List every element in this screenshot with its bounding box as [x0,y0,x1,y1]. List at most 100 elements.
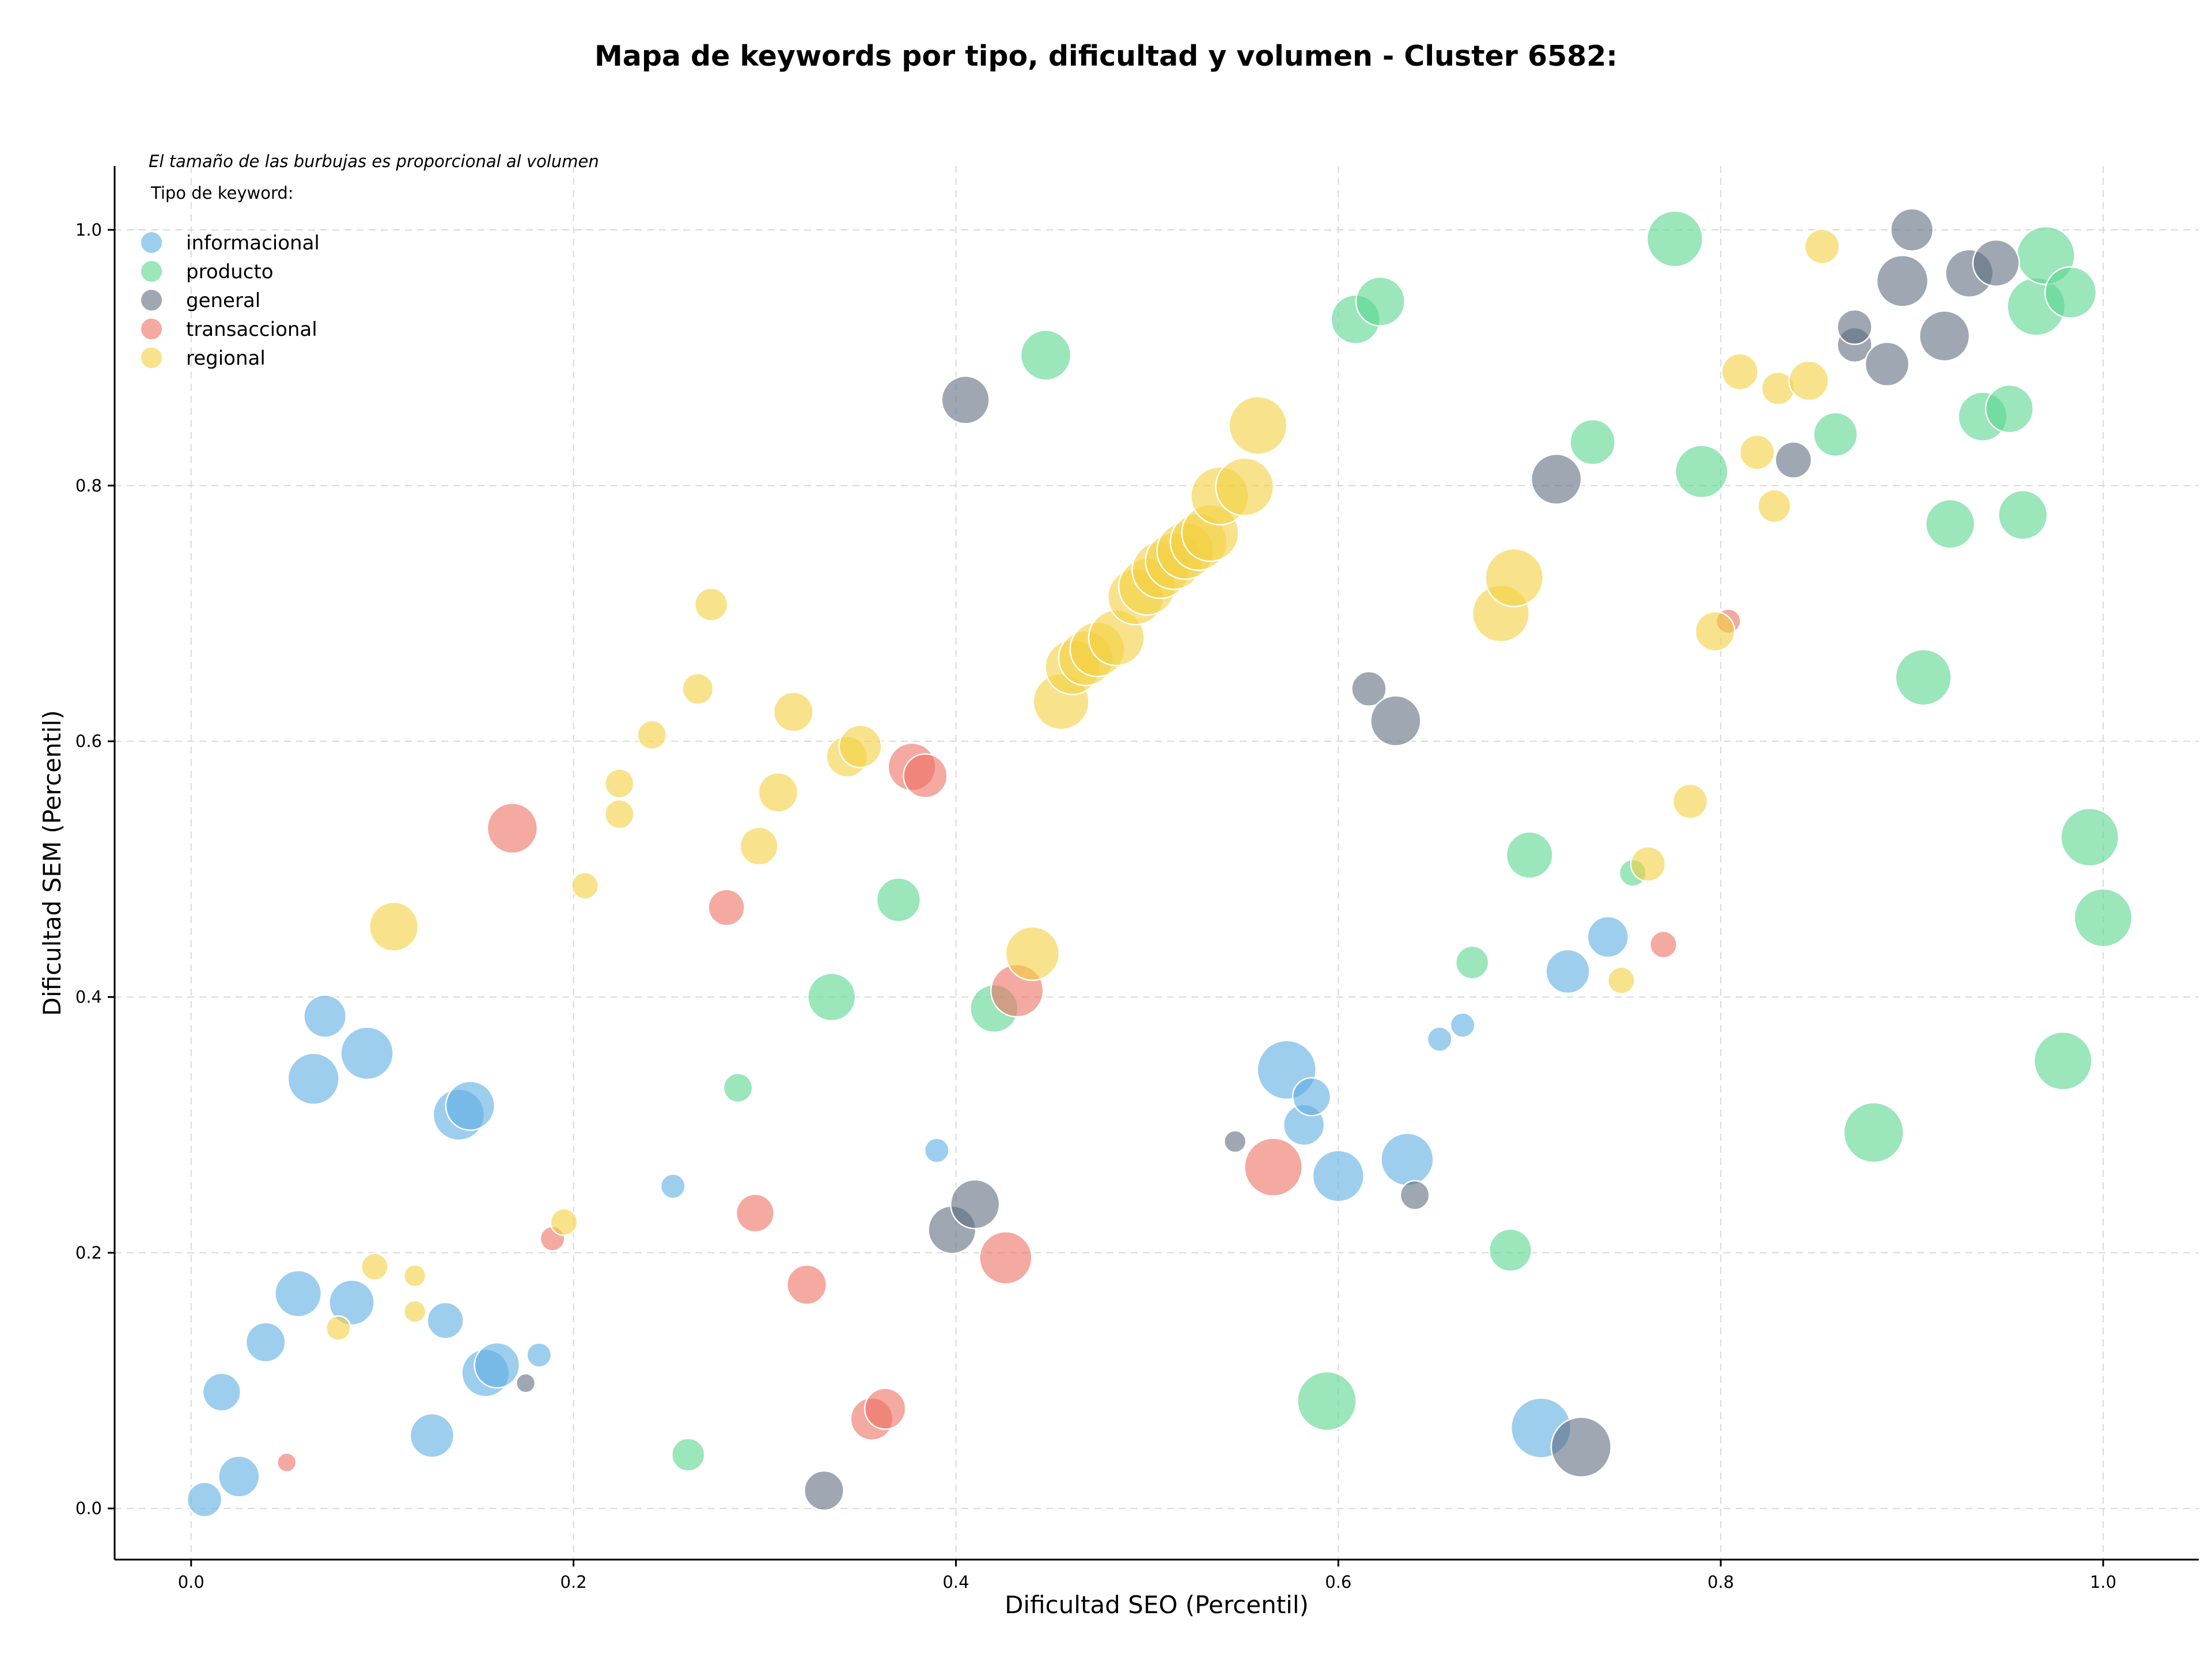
chart-subtitle: El tamaño de las burbujas es proporciona… [149,152,599,171]
bubble-regional [772,691,814,733]
bubble-regional [1228,396,1288,455]
chart-title: Mapa de keywords por tipo, dificultad y … [594,40,1618,73]
bubble-transaccional [707,888,745,926]
y-tick-label: 1.0 [75,220,102,240]
bubble-general [1774,441,1813,479]
bubble-producto [1297,1371,1357,1432]
legend-marker [140,260,163,283]
x-axis-label: Dificultad SEO (Percentil) [1005,1591,1309,1619]
bubble-regional [1738,434,1775,471]
legend-label: regional [186,347,266,370]
bubble-producto [1455,945,1490,980]
bubble-transaccional [979,1231,1033,1285]
bubble-regional [1694,611,1736,652]
series-informacional [186,915,1630,1518]
bubble-informacional [303,994,347,1038]
legend-item-producto: producto [140,260,274,283]
legend-title: Tipo de keyword: [150,183,294,203]
bubble-producto [2033,1031,2093,1091]
bubble-informacional [202,1372,241,1412]
bubble-regional [757,771,799,813]
bubble-regional [368,901,419,952]
bubble-transaccional [903,753,948,799]
y-tick-label: 0.0 [75,1499,102,1518]
x-tick-label: 0.2 [560,1572,587,1592]
bubble-informacional [340,1026,394,1080]
bubble-regional [739,826,779,866]
bubble-regional [1607,966,1636,995]
bubble-informacional [218,1455,260,1498]
bubble-general [1399,1180,1430,1210]
bubble-layer [186,207,2133,1518]
series-regional [325,228,1840,1341]
bubble-general [1531,453,1582,505]
bubble-regional [325,1315,351,1341]
bubble-general [1351,671,1387,707]
bubble-informacional [1449,1012,1476,1038]
bubble-general [1370,695,1422,747]
bubble-general [949,1179,1001,1229]
bubble-regional [1721,353,1759,391]
series-general [515,207,2020,1511]
bubble-producto [1675,444,1729,499]
bubble-general [1223,1130,1247,1153]
bubble-transaccional [1649,930,1678,959]
legend-item-informacional: informacional [140,231,320,255]
bubble-producto [1355,276,1406,327]
legend-item-regional: regional [140,346,266,370]
bubble-informacional [526,1342,552,1368]
bubble-general [1918,310,1971,362]
bubble-transaccional [786,1264,828,1306]
bubble-producto [1813,411,1858,457]
legend-label: general [186,289,260,312]
bubble-informacional [274,1269,323,1318]
axis-ticks: 0.0 0.2 0.4 0.6 0.8 1.0 0.0 0.2 0.4 0.6 0.8 1.0 [75,220,2116,1592]
bubble-regional [1630,846,1666,882]
bubble-informacional [426,1301,464,1340]
bubble-producto [2060,807,2120,867]
y-tick-label: 0.4 [75,987,102,1007]
x-tick-label: 0.8 [1707,1572,1734,1592]
bubble-regional [1804,228,1840,265]
bubble-regional [637,720,668,750]
bubble-transaccional [486,802,539,854]
bubble-regional [1484,548,1544,608]
bubble-producto [1843,1102,1904,1163]
y-tick-label: 0.8 [75,476,102,495]
legend-marker [140,289,163,312]
bubble-producto [2073,888,2133,948]
bubble-regional [604,768,635,799]
bubble-regional [1788,360,1830,402]
bubble-informacional [186,1481,223,1518]
bubble-informacional [1586,915,1630,958]
bubble-producto [1997,490,2048,540]
bubble-regional [604,799,635,830]
legend: informacional producto general transacciona… [140,231,320,370]
bubble-general [1890,207,1934,252]
bubble-regional [694,587,729,622]
x-tick-label: 0.4 [942,1572,969,1592]
bubble-producto [1925,498,1976,550]
series-producto [671,210,2133,1472]
bubble-informacional [1380,1132,1434,1187]
y-tick-label: 0.2 [75,1243,102,1262]
bubble-transaccional [735,1193,775,1233]
bubble-general [515,1373,536,1394]
bubble-transaccional [1244,1137,1303,1197]
bubble-regional [403,1264,427,1288]
bubble-producto [1569,418,1616,466]
bubble-informacional [445,1080,496,1131]
bubble-regional [550,1208,578,1236]
bubble-informacional [660,1173,686,1200]
legend-item-general: general [140,289,260,312]
bubble-transaccional [863,1387,907,1430]
x-tick-label: 1.0 [2090,1572,2116,1592]
bubble-regional [1215,457,1275,517]
bubble-general [1876,254,1929,308]
bubble-regional [681,672,714,705]
bubble-producto [1646,210,1704,268]
bubble-regional [360,1253,389,1281]
bubble-producto [1895,649,1952,706]
y-tick-label: 0.6 [75,732,102,751]
